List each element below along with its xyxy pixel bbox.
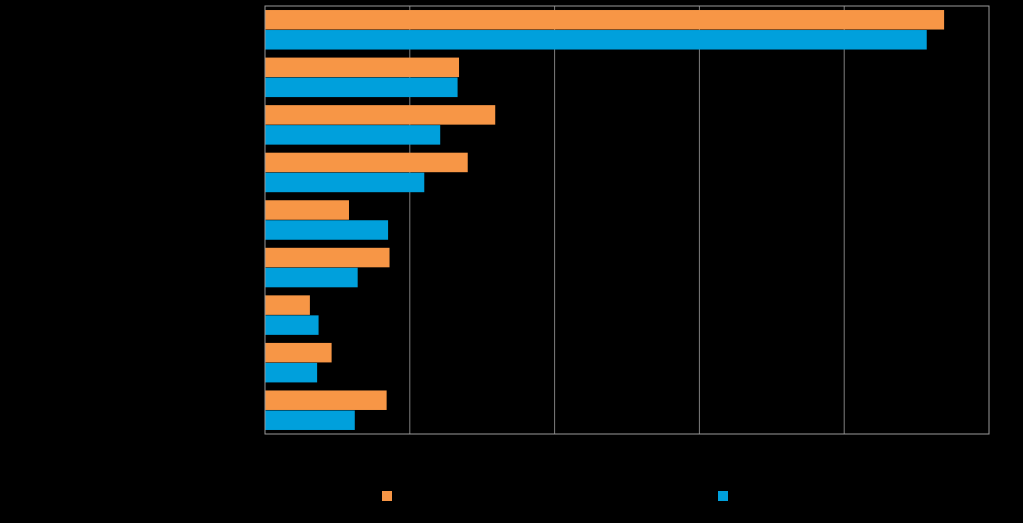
bar-series1 bbox=[265, 10, 945, 30]
legend-marker-series1 bbox=[382, 491, 392, 501]
legend-marker-series2 bbox=[718, 491, 728, 501]
plot-frame bbox=[264, 5, 990, 435]
bar-series2 bbox=[265, 30, 927, 50]
legend bbox=[382, 491, 728, 501]
bar-series2 bbox=[265, 125, 441, 145]
bars bbox=[265, 10, 945, 430]
bar-series2 bbox=[265, 362, 318, 383]
gridlines bbox=[409, 6, 845, 434]
bar-series2 bbox=[265, 315, 319, 335]
plot-area-border bbox=[264, 5, 990, 435]
bar-series2 bbox=[265, 220, 389, 240]
bar-series2 bbox=[265, 77, 458, 98]
bar-series1 bbox=[265, 390, 387, 410]
bar-series1 bbox=[265, 342, 332, 363]
bar-series1 bbox=[265, 247, 390, 268]
bar-series1 bbox=[265, 295, 310, 315]
bar-series1 bbox=[265, 57, 460, 78]
bar-series2 bbox=[265, 267, 358, 288]
bar-series1 bbox=[265, 105, 496, 125]
bar-series1 bbox=[265, 200, 349, 220]
bar-series2 bbox=[265, 172, 425, 193]
bar-series2 bbox=[265, 410, 355, 430]
bar-series1 bbox=[265, 152, 468, 173]
